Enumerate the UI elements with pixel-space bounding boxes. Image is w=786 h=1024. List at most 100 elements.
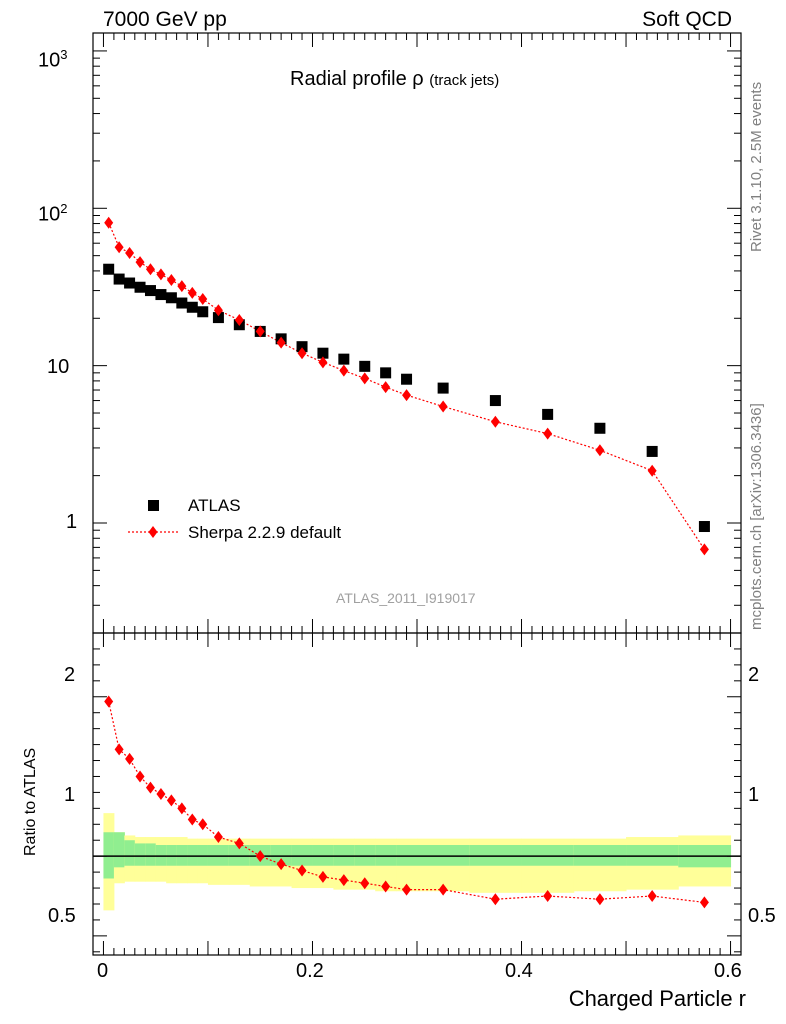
stat-band-bin [228, 845, 251, 866]
y-tick-label-ratio-1: 1 [64, 784, 76, 806]
ratio-sherpa-point [156, 788, 166, 800]
sherpa-point [699, 543, 709, 556]
y-tick-exponent: 2 [60, 201, 68, 216]
x-tick-label-0.2: 0.2 [296, 960, 324, 982]
y-tick-label-ratio-right-0.5: 0.5 [748, 905, 776, 927]
ratio-sherpa-point [699, 896, 709, 909]
main-panel-frame [92, 32, 742, 634]
sherpa-point [402, 389, 412, 402]
sherpa-point [318, 356, 328, 369]
ratio-sherpa-point [381, 880, 391, 893]
x-tick-label-0.4: 0.4 [505, 960, 533, 982]
chart-title-symbol: ρ [412, 68, 424, 90]
stat-band-bin [270, 845, 293, 866]
ratio-sherpa-point [438, 883, 448, 896]
ratio-sherpa-point [543, 890, 553, 903]
atlas-point [155, 289, 167, 301]
atlas-point [380, 367, 392, 379]
x-tick-label-0.6: 0.6 [714, 960, 742, 982]
stat-band-bin [417, 845, 470, 866]
sherpa-point [339, 364, 349, 377]
sherpa-point [381, 381, 391, 394]
y-tick-base: 10 [38, 49, 61, 72]
atlas-point [489, 395, 501, 407]
ratio-sherpa-point [177, 802, 187, 815]
stat-band-bin [207, 845, 230, 866]
y-tick-label-ratio-right-2: 2 [748, 664, 760, 686]
ratio-sherpa-point [125, 752, 135, 765]
sherpa-point [114, 241, 124, 254]
y-tick-label-main-100: 102 [38, 201, 67, 227]
atlas-point [359, 360, 371, 372]
ratio-sherpa-point [234, 837, 244, 850]
ratio-sherpa-point [255, 850, 265, 863]
chart-title: Radial profile ρ (track jets) [290, 68, 499, 91]
y-tick-base: 10 [38, 203, 61, 226]
atlas-point [176, 297, 188, 309]
stat-band-bin [396, 845, 418, 866]
ratio-sherpa-point [114, 743, 124, 756]
stat-band-bin [469, 845, 523, 866]
chart-title-text: Radial profile [290, 68, 407, 90]
atlas-point [296, 341, 308, 353]
stat-band-bin [312, 845, 334, 866]
atlas-point [134, 281, 146, 293]
y-tick-label-ratio-2: 2 [64, 664, 76, 686]
y-tick-label-main-1: 1 [66, 511, 78, 533]
sherpa-point [595, 444, 605, 457]
header-left-label: 7000 GeV pp [103, 8, 227, 31]
sherpa-point [177, 280, 187, 293]
stat-band-bin [155, 845, 167, 866]
stat-band-bin [521, 845, 575, 866]
y-tick-label-main-1000: 103 [38, 47, 67, 73]
atlas-point [542, 408, 554, 420]
atlas-point [103, 263, 115, 275]
atlas-point [401, 373, 413, 385]
stat-band-bin [176, 845, 188, 866]
atlas-point [317, 347, 329, 359]
atlas-point [186, 301, 198, 313]
y-tick-label-main-10: 10 [47, 356, 70, 378]
sherpa-point [145, 263, 155, 276]
sherpa-point [234, 314, 244, 327]
atlas-point [646, 445, 658, 457]
chart-title-suffix: (track jets) [429, 72, 500, 89]
x-tick-label-0: 0 [97, 960, 109, 982]
sherpa-point [125, 246, 135, 259]
legend-label-sherpa: Sherpa 2.2.9 default [188, 523, 342, 542]
stat-band-bin [573, 845, 627, 866]
sherpa-point [647, 464, 657, 477]
sherpa-point [255, 325, 265, 338]
ratio-sherpa-point [297, 864, 307, 877]
sherpa-point [135, 256, 145, 269]
analysis-id-label: ATLAS_2011_I919017 [336, 590, 476, 606]
mcplots-label: mcplots.cern.ch [arXiv:1306.3436] [748, 403, 765, 630]
sherpa-point [104, 216, 114, 229]
stat-band-bin [134, 843, 146, 866]
atlas-point [437, 382, 449, 394]
rivet-version-label: Rivet 3.1.10, 2.5M events [748, 81, 765, 252]
stat-band-bin [333, 845, 355, 866]
atlas-point [197, 306, 209, 318]
sherpa-point [166, 274, 176, 287]
sherpa-point [360, 372, 370, 385]
y-tick-label-ratio-right-1: 1 [748, 784, 760, 806]
ratio-sherpa-point [166, 794, 176, 807]
sherpa-point [276, 336, 286, 349]
stat-band-bin [103, 832, 115, 879]
y-axis-label-ratio: Ratio to ATLAS [22, 747, 39, 856]
ratio-sherpa-point [135, 770, 145, 783]
legend-marker-atlas [148, 500, 159, 511]
ratio-sherpa-point [318, 870, 328, 883]
sherpa-point [187, 286, 197, 299]
stat-band-bin [291, 845, 313, 866]
ratio-sherpa-point [402, 883, 412, 896]
ratio-sherpa-point [490, 893, 500, 906]
stat-band-bin [626, 845, 679, 866]
sherpa-point [490, 415, 500, 428]
atlas-point [113, 273, 125, 285]
ratio-sherpa-point [276, 858, 286, 871]
atlas-point [165, 292, 177, 304]
stat-band-bin [113, 832, 125, 868]
